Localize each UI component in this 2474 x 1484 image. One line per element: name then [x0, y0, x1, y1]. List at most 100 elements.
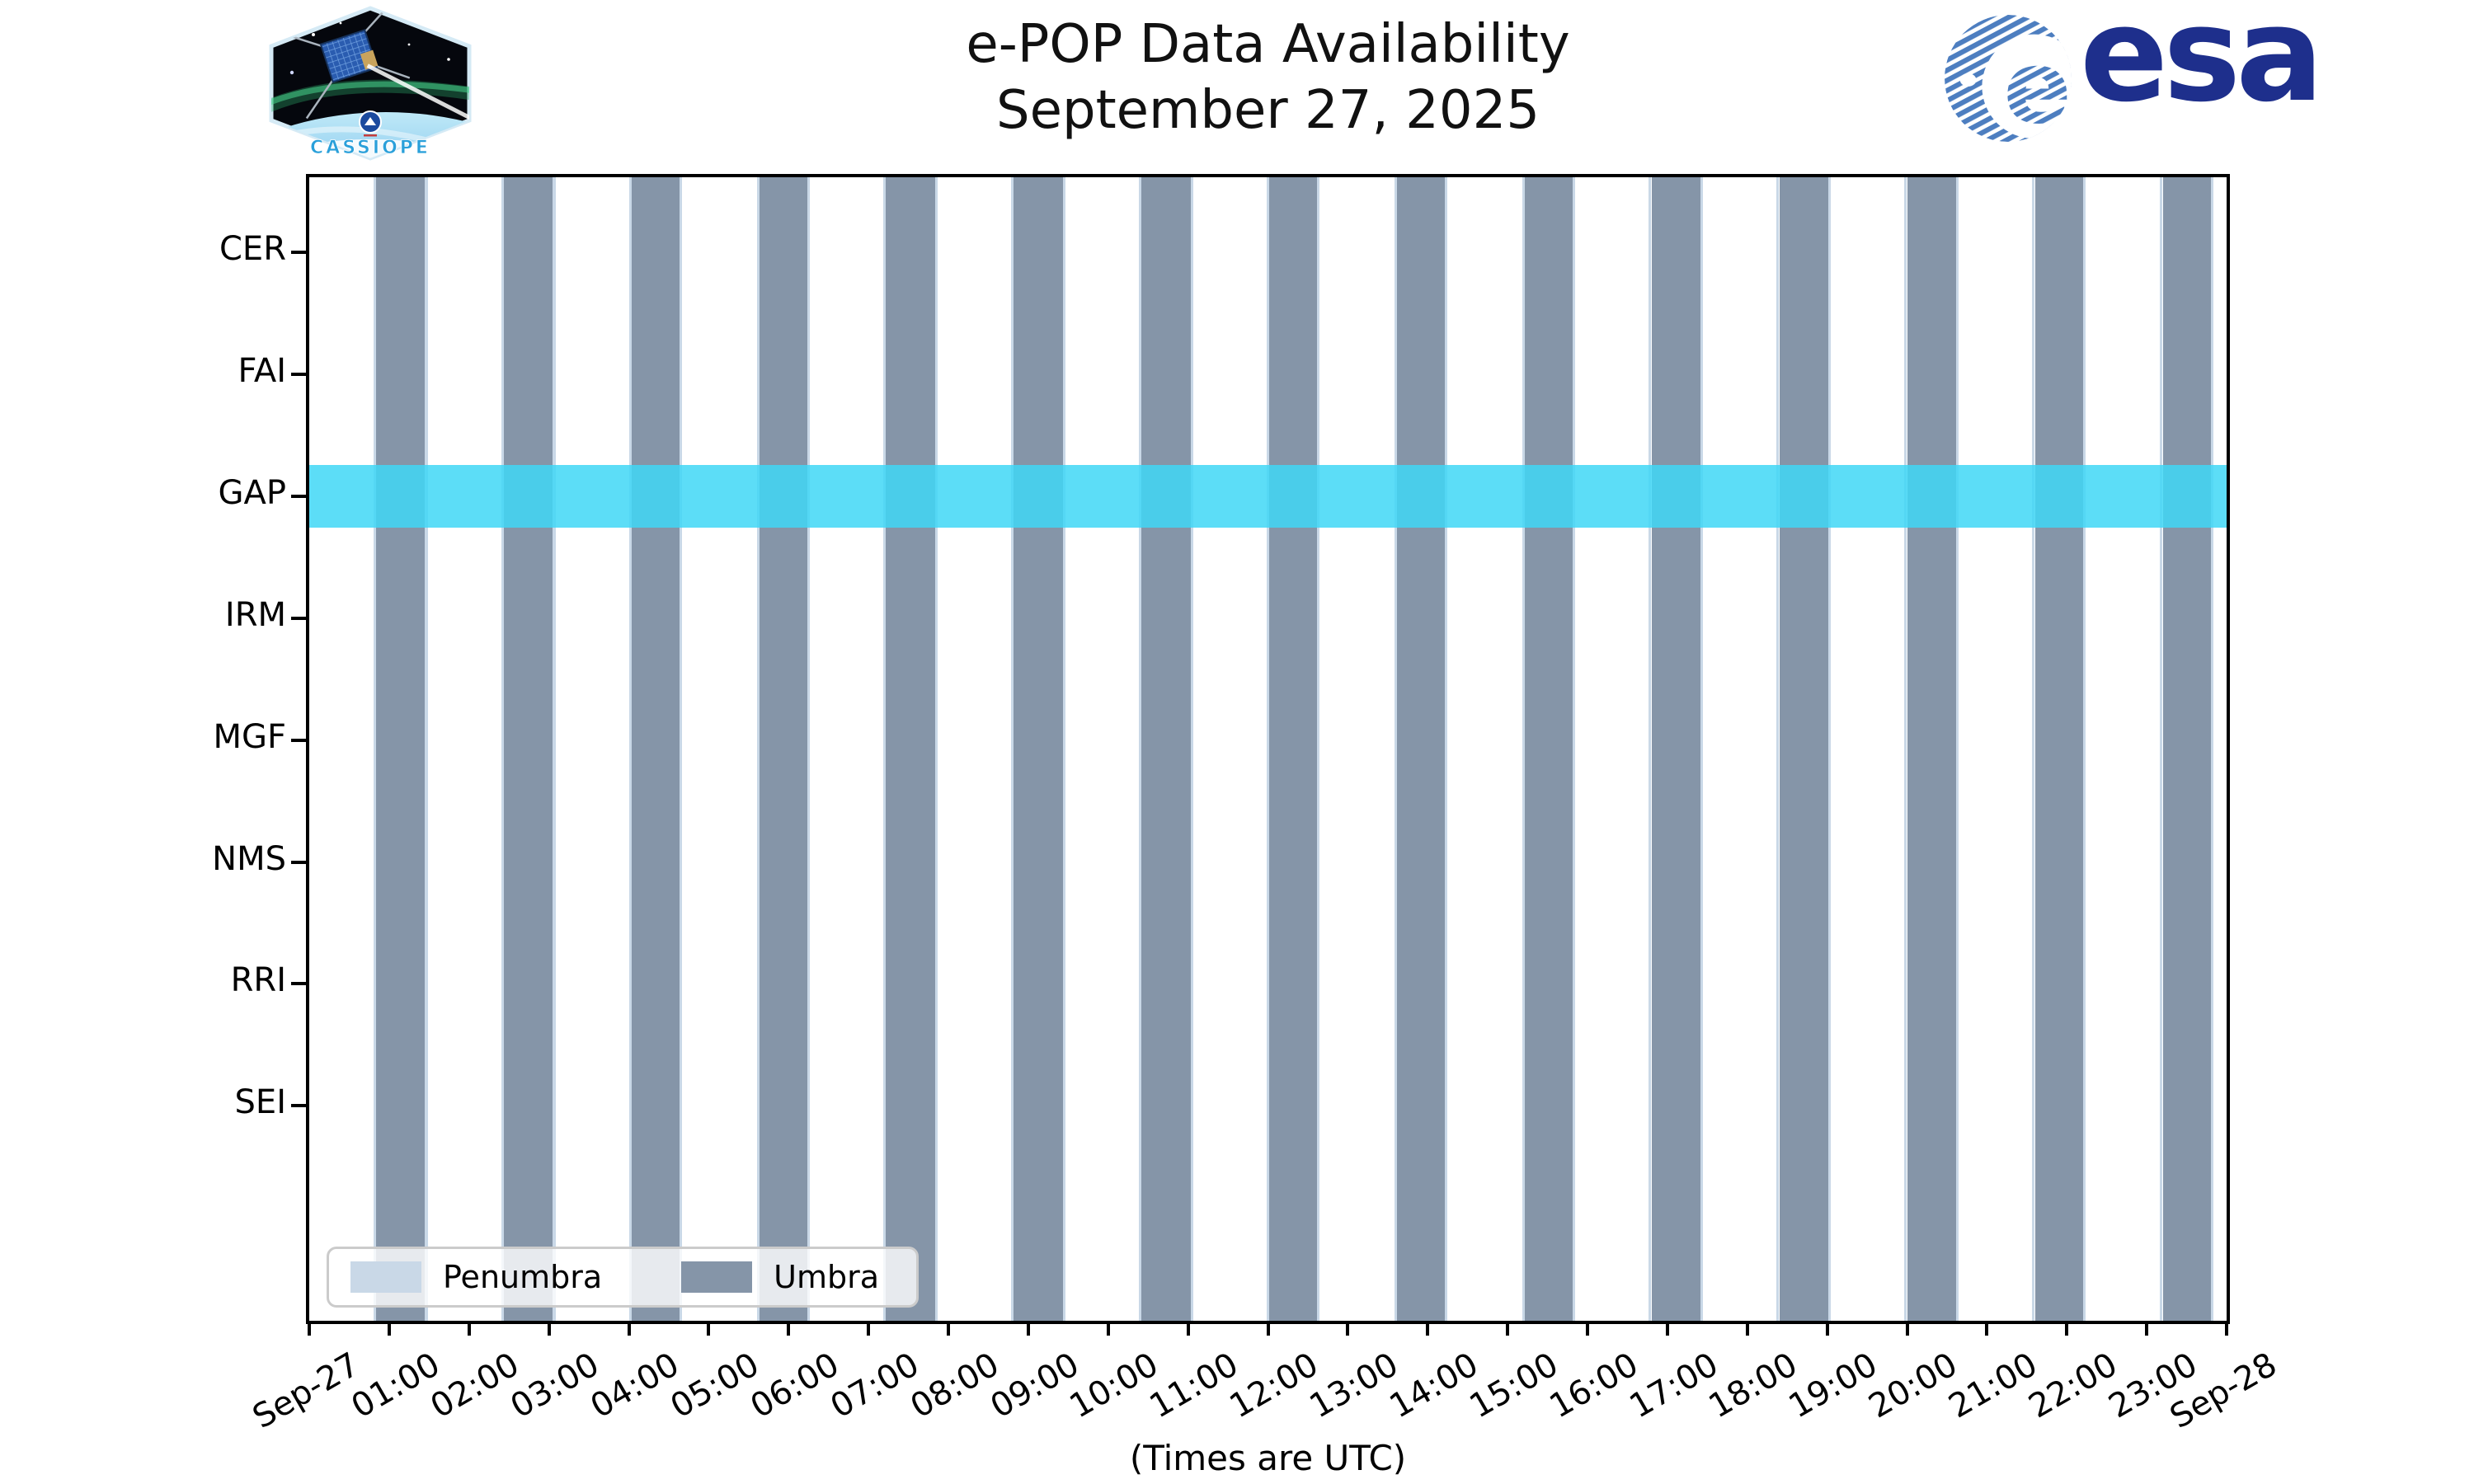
penumbra-strip: [1904, 177, 1907, 1321]
x-tick-label: 13:00: [1303, 1345, 1405, 1426]
penumbra-strip: [1522, 177, 1526, 1321]
penumbra-strip: [807, 177, 811, 1321]
y-tick: [291, 738, 306, 742]
x-tick-label: 01:00: [345, 1345, 446, 1426]
penumbra-strip: [934, 177, 938, 1321]
umbra-bar: [503, 177, 553, 1321]
legend-entry-penumbra: Penumbra: [350, 1259, 602, 1295]
chart-title-block: e-POP Data Availability September 27, 20…: [309, 12, 2227, 143]
x-tick: [1985, 1321, 1989, 1336]
x-tick-label: 05:00: [664, 1345, 766, 1426]
x-tick-label: 12:00: [1223, 1345, 1325, 1426]
chart-title: e-POP Data Availability: [966, 14, 1570, 75]
svg-text:e: e: [2003, 28, 2072, 143]
x-tick: [1506, 1321, 1510, 1336]
penumbra-strip: [1190, 177, 1194, 1321]
legend-entry-umbra: Umbra: [681, 1259, 879, 1295]
penumbra-strip: [2160, 177, 2163, 1321]
esa-wordmark: esa: [2080, 0, 2324, 131]
penumbra-strip: [1317, 177, 1320, 1321]
x-tick: [707, 1321, 711, 1336]
plot-area: [309, 177, 2227, 1321]
x-tick-label: 07:00: [824, 1345, 926, 1426]
penumbra-strip: [2082, 177, 2086, 1321]
chart-subtitle: September 27, 2025: [995, 80, 1540, 141]
x-tick: [1426, 1321, 1430, 1336]
x-tick: [867, 1321, 871, 1336]
x-tick: [787, 1321, 791, 1336]
y-tick: [291, 251, 306, 254]
penumbra-strip: [373, 177, 376, 1321]
x-tick: [1266, 1321, 1270, 1336]
x-tick: [1346, 1321, 1350, 1336]
penumbra-strip: [1138, 177, 1142, 1321]
x-tick-label: 17:00: [1623, 1345, 1724, 1426]
penumbra-swatch: [350, 1261, 421, 1293]
y-tick: [291, 860, 306, 864]
umbra-bar: [2162, 177, 2211, 1321]
penumbra-strip: [553, 177, 556, 1321]
x-tick-label: 04:00: [584, 1345, 686, 1426]
umbra-bar: [1907, 177, 1957, 1321]
x-tick: [1665, 1321, 1669, 1336]
x-tick: [547, 1321, 551, 1336]
y-tick-label: GAP: [218, 473, 286, 512]
cassiope-mission-patch: CASSIOPE: [269, 6, 472, 161]
x-tick-label: 21:00: [1942, 1345, 2044, 1426]
penumbra-strip: [882, 177, 887, 1321]
x-tick: [1186, 1321, 1190, 1336]
y-tick-label: RRI: [230, 961, 286, 1000]
penumbra-strip: [1010, 177, 1014, 1321]
penumbra-label: Penumbra: [443, 1259, 603, 1295]
x-tick-label: 19:00: [1782, 1345, 1884, 1426]
y-tick-label: CER: [219, 230, 286, 268]
x-tick: [947, 1321, 950, 1336]
y-tick-label: FAI: [238, 351, 287, 390]
umbra-bar: [759, 177, 807, 1321]
gap-availability-band: [309, 464, 2227, 528]
x-tick: [308, 1321, 311, 1336]
umbra-swatch: [681, 1261, 753, 1293]
x-tick: [1586, 1321, 1589, 1336]
x-tick: [2225, 1321, 2228, 1336]
x-tick-label: 09:00: [984, 1345, 1085, 1426]
y-tick-label: MGF: [213, 717, 286, 756]
y-tick: [291, 1104, 306, 1108]
penumbra-strip: [425, 177, 428, 1321]
y-tick-label: NMS: [212, 839, 286, 878]
x-tick-label: 03:00: [504, 1345, 606, 1426]
cassiope-patch-label: CASSIOPE: [310, 138, 430, 158]
x-tick-label: 10:00: [1063, 1345, 1165, 1426]
x-tick: [467, 1321, 471, 1336]
penumbra-strip: [1649, 177, 1652, 1321]
x-tick-label: 22:00: [2022, 1345, 2124, 1426]
x-tick: [1745, 1321, 1749, 1336]
y-tick: [291, 616, 306, 620]
x-tick: [627, 1321, 631, 1336]
esa-globe-icon: e: [1944, 14, 2072, 143]
penumbra-strip: [628, 177, 632, 1321]
umbra-bar: [886, 177, 935, 1321]
umbra-bar: [375, 177, 426, 1321]
x-tick-label: 06:00: [744, 1345, 846, 1426]
penumbra-strip: [2210, 177, 2213, 1321]
x-tick: [2145, 1321, 2149, 1336]
x-tick-label: 16:00: [1543, 1345, 1644, 1426]
umbra-bar: [1269, 177, 1318, 1321]
esa-logo: e esa: [1943, 0, 2471, 146]
x-tick-label: 18:00: [1702, 1345, 1804, 1426]
legend: Penumbra Umbra: [327, 1247, 919, 1308]
penumbra-strip: [1062, 177, 1066, 1321]
penumbra-strip: [1956, 177, 1959, 1321]
penumbra-strip: [2032, 177, 2035, 1321]
y-tick-label: SEI: [234, 1083, 286, 1122]
penumbra-strip: [1573, 177, 1576, 1321]
umbra-bar: [1141, 177, 1191, 1321]
y-tick: [291, 494, 306, 498]
x-tick: [1905, 1321, 1909, 1336]
x-tick-label: 15:00: [1463, 1345, 1565, 1426]
x-tick-label: 14:00: [1383, 1345, 1485, 1426]
plot-spine-top: [306, 174, 2230, 177]
x-tick: [387, 1321, 391, 1336]
